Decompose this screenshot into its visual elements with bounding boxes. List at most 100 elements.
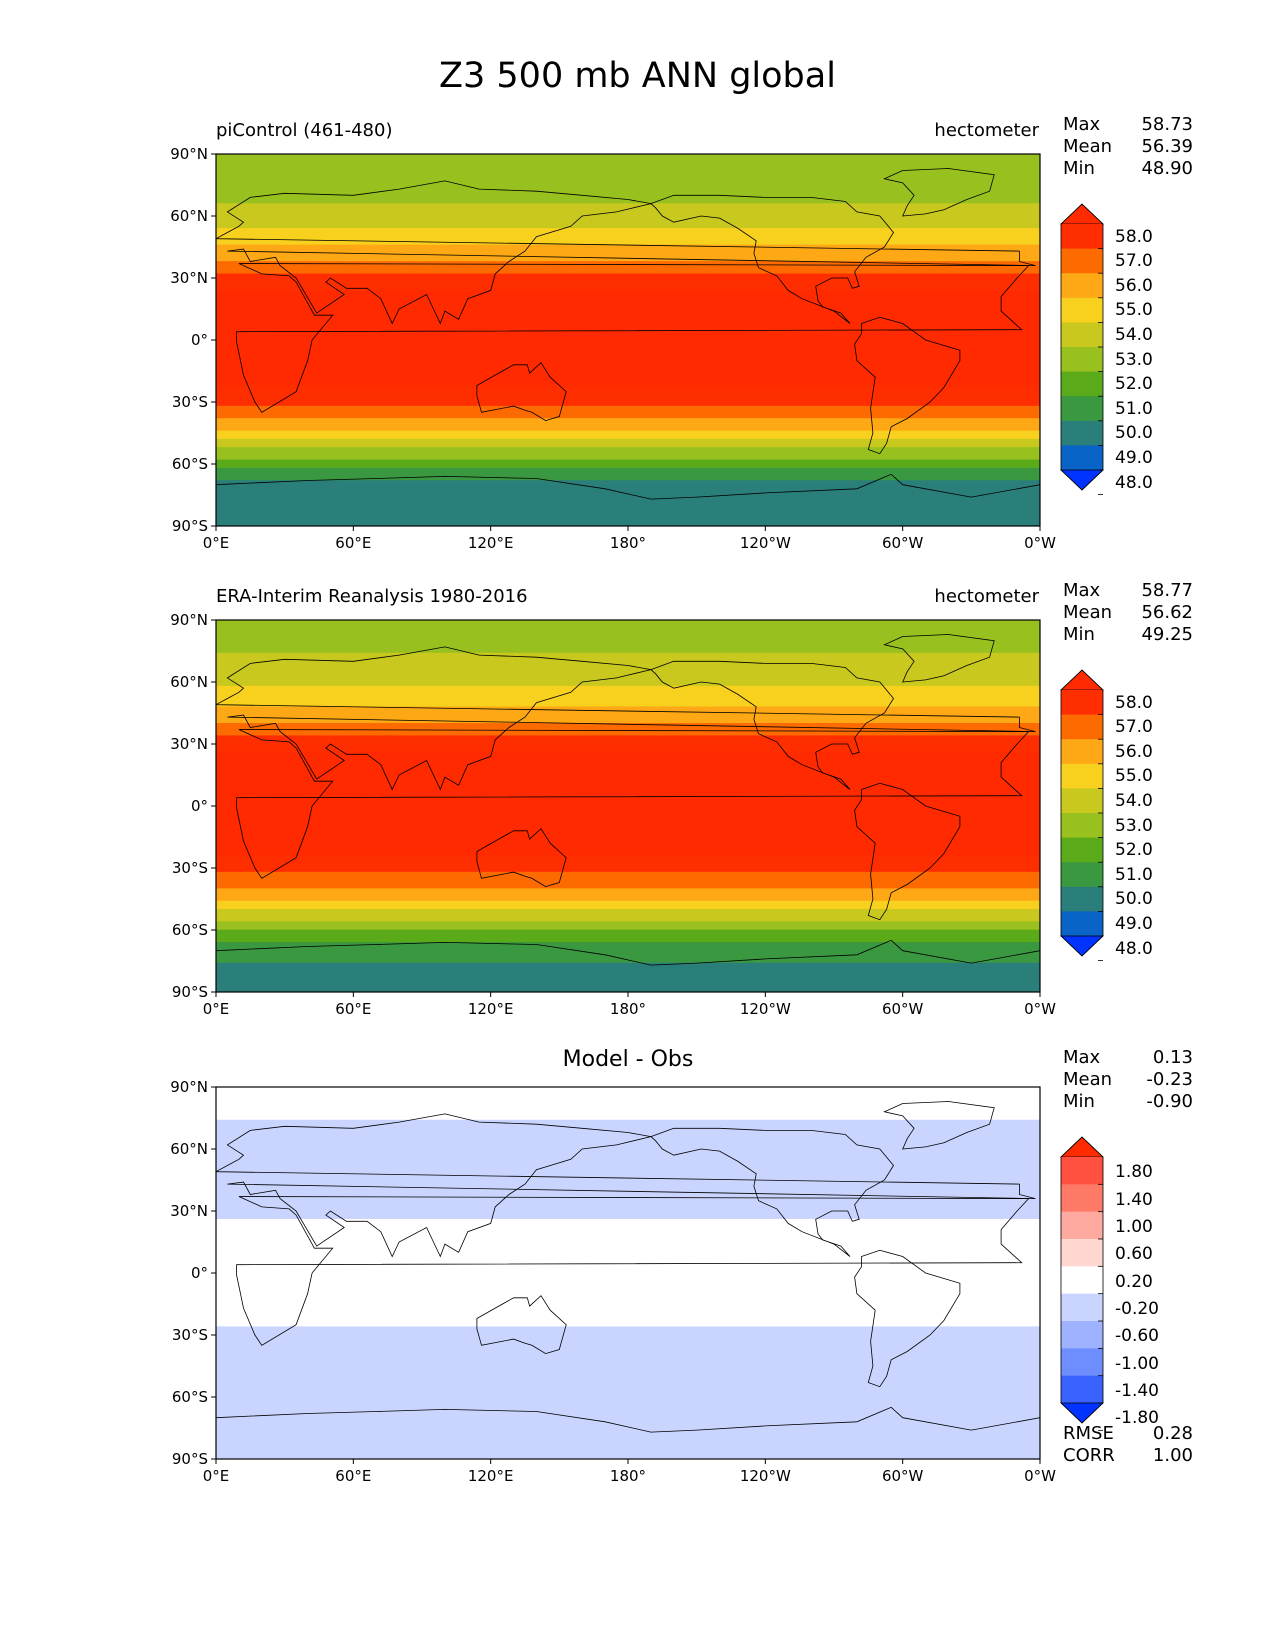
- field-band: [216, 871, 1040, 877]
- field-band: [216, 285, 1040, 291]
- field-band: [216, 178, 1040, 184]
- coastline: [650, 194, 894, 324]
- field-band: [216, 281, 1040, 287]
- lat-tick-label: 30°N: [170, 269, 208, 287]
- field-band: [216, 813, 1040, 819]
- stat-min: -0.90: [1146, 1091, 1193, 1112]
- field-band: [216, 1347, 1040, 1352]
- field-band: [216, 500, 1040, 506]
- coastline: [216, 180, 1036, 325]
- field-band: [216, 347, 1040, 353]
- field-band: [216, 979, 1040, 985]
- field-band: [216, 780, 1040, 786]
- stat-min-label: Min: [1063, 158, 1095, 179]
- field-band: [216, 789, 1040, 794]
- field-band: [216, 983, 1040, 989]
- field-band: [216, 962, 1040, 968]
- field-band: [216, 434, 1040, 440]
- field-band: [216, 805, 1040, 811]
- field-band: [216, 950, 1040, 956]
- colorbar-bin: [1061, 297, 1103, 323]
- corr-value: 1.00: [1152, 1445, 1193, 1466]
- field-band: [216, 888, 1040, 894]
- lat-tick-label: 0°: [190, 797, 208, 815]
- field-band: [216, 644, 1040, 650]
- map-field: [216, 620, 1040, 992]
- field-band: [216, 310, 1040, 316]
- field-band: [216, 228, 1040, 233]
- coastline: [216, 473, 1040, 526]
- coastline: [883, 168, 995, 217]
- field-band: [216, 195, 1040, 200]
- colorbar-bin: [1061, 813, 1103, 838]
- coastline: [216, 1113, 1036, 1258]
- field-band: [216, 294, 1040, 299]
- field-band: [216, 314, 1040, 320]
- field-band: [216, 1359, 1040, 1365]
- field-band: [216, 756, 1040, 761]
- field-band: [216, 240, 1040, 246]
- field-band: [216, 1305, 1040, 1311]
- field-band: [216, 207, 1040, 213]
- colorbar-bin: [1061, 690, 1103, 715]
- field-band: [216, 917, 1040, 923]
- field-band: [216, 343, 1040, 349]
- lon-tick-label: 180°: [609, 1000, 647, 1018]
- coastline: [216, 939, 1040, 992]
- field-band: [216, 1400, 1040, 1406]
- colorbar-bin: [1061, 788, 1103, 814]
- field-band: [216, 1330, 1040, 1336]
- colorbar-tick-label: 1.40: [1115, 1189, 1153, 1210]
- field-band: [216, 896, 1040, 902]
- field-band: [216, 1090, 1040, 1096]
- field-band: [216, 1384, 1040, 1390]
- colorbar-tick-label: 55.0: [1115, 300, 1153, 321]
- lon-tick-label: 0°E: [202, 1467, 230, 1485]
- field-band: [216, 1442, 1040, 1447]
- field-band: [216, 323, 1040, 328]
- field-band: [216, 698, 1040, 703]
- field-band: [216, 764, 1040, 770]
- colorbar-bin: [1061, 739, 1103, 765]
- coastline: [650, 660, 894, 790]
- field-band: [216, 1194, 1040, 1199]
- rmse-value: 0.28: [1152, 1423, 1193, 1444]
- field-band: [216, 492, 1040, 498]
- panel-title: Model - Obs: [562, 1047, 694, 1072]
- field-band: [216, 1438, 1040, 1443]
- field-band: [216, 389, 1040, 395]
- field-band: [216, 157, 1040, 163]
- field-band: [216, 1413, 1040, 1418]
- lon-tick-label: 60°W: [881, 1467, 924, 1485]
- field-band: [216, 1128, 1040, 1133]
- field-band: [216, 244, 1040, 250]
- lat-tick-label: 90°S: [171, 1450, 208, 1468]
- field-band: [216, 248, 1040, 254]
- panel-era-interim: ERA-Interim Reanalysis 1980-2016 hectome…: [0, 580, 1275, 1046]
- field-band: [216, 751, 1040, 757]
- colorbar-bin: [1061, 862, 1103, 888]
- field-band: [216, 1446, 1040, 1452]
- field-band: [216, 182, 1040, 188]
- stat-mean-label: Mean: [1063, 602, 1113, 623]
- field-band: [216, 430, 1040, 436]
- field-band: [216, 335, 1040, 341]
- panel-model-minus-obs: Model - Obs Max 0.13 Mean -0.23 Min -0.90 9…: [0, 1047, 1275, 1513]
- field-band: [216, 1140, 1040, 1146]
- stat-mean-label: Mean: [1063, 136, 1113, 157]
- field-band: [216, 1355, 1040, 1361]
- field-band: [216, 648, 1040, 654]
- stats-box: Max 58.73 Mean 56.39 Min 48.90: [1063, 114, 1193, 180]
- field-band: [216, 801, 1040, 807]
- field-band: [216, 170, 1040, 175]
- colorbar-tick-label: 49.0: [1115, 448, 1153, 468]
- field-band: [216, 480, 1040, 485]
- field-band: [216, 1264, 1040, 1270]
- field-band: [216, 1235, 1040, 1241]
- map-plot: [211, 1086, 1104, 1464]
- field-band: [216, 166, 1040, 171]
- field-band: [216, 954, 1040, 960]
- field-band: [216, 1099, 1040, 1104]
- field-band: [216, 385, 1040, 390]
- colorbar-tick-label: 50.0: [1115, 423, 1153, 444]
